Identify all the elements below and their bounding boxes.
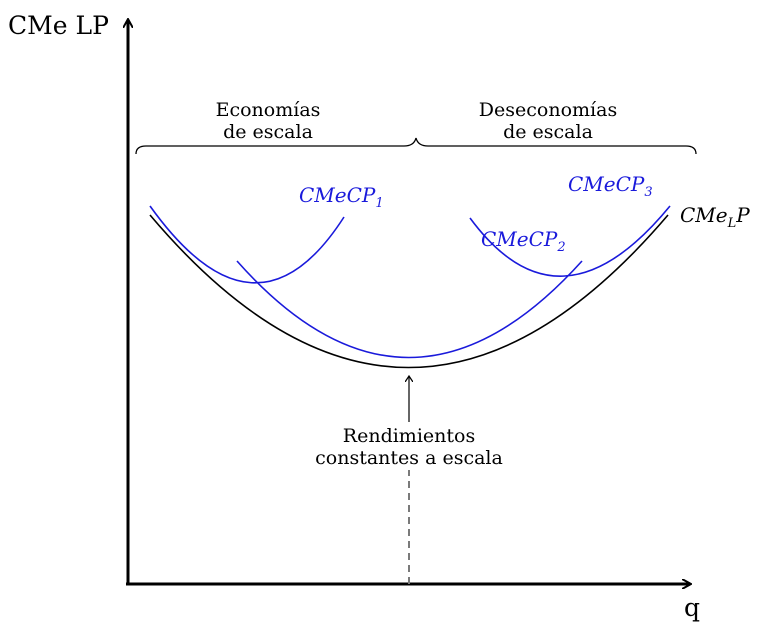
diseconomies-label-line2: de escala: [503, 121, 593, 143]
short-run-curve-3-label-sub: 3: [644, 185, 652, 200]
short-run-curve-2-label: CMeCP2: [481, 227, 566, 255]
short-run-curve-1-label-base: CMeCP: [299, 183, 376, 207]
short-run-curve-1-label-sub: 1: [375, 196, 383, 211]
short-run-curve-2-label-sub: 2: [556, 240, 565, 255]
short-run-curve-1: [149, 205, 345, 284]
short-run-curve-2: [236, 260, 583, 359]
diseconomies-label-line1: Deseconomías: [479, 99, 617, 121]
economies-label-line1: Economías: [216, 99, 321, 121]
short-run-curve-1-label: CMeCP1: [299, 183, 384, 211]
short-run-curve-3-label: CMeCP3: [568, 172, 653, 200]
long-run-average-cost-curve: [149, 214, 669, 369]
long-run-curve-label-tail: P: [735, 203, 750, 227]
y-axis-label: CMe LP: [8, 11, 109, 40]
x-axis-label: q: [684, 593, 700, 622]
long-run-curve-label: CMeLP: [680, 203, 750, 231]
economies-brace: [135, 137, 697, 155]
short-run-curve-2-label-base: CMeCP: [481, 227, 558, 251]
constant-returns-label-line1: Rendimientos: [343, 425, 475, 447]
economies-label-line2: de escala: [223, 121, 313, 143]
long-run-curve-label-sub: L: [727, 216, 737, 231]
short-run-curve-3: [469, 205, 671, 277]
short-run-curve-3-label-base: CMeCP: [568, 172, 645, 196]
long-run-curve-label-base: CMe: [680, 203, 728, 227]
constant-returns-label-line2: constantes a escala: [315, 447, 503, 469]
